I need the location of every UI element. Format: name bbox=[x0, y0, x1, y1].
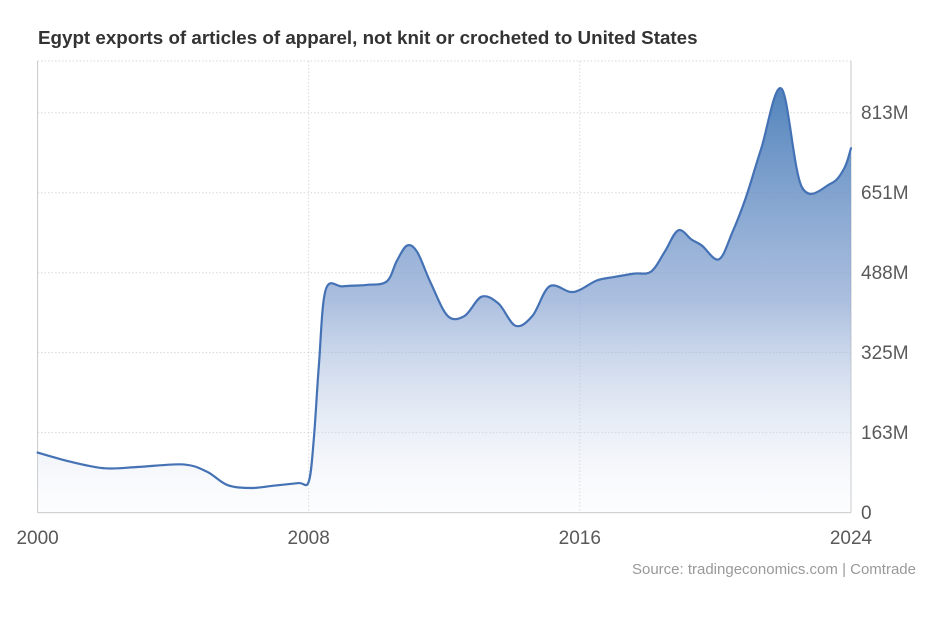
svg-text:2000: 2000 bbox=[16, 528, 58, 549]
svg-text:2008: 2008 bbox=[288, 528, 330, 549]
svg-text:813M: 813M bbox=[861, 103, 909, 124]
svg-text:651M: 651M bbox=[861, 183, 909, 204]
svg-text:2016: 2016 bbox=[559, 528, 601, 549]
svg-text:488M: 488M bbox=[861, 263, 909, 284]
svg-text:2024: 2024 bbox=[830, 528, 873, 549]
svg-text:163M: 163M bbox=[861, 423, 909, 444]
svg-text:325M: 325M bbox=[861, 343, 909, 364]
svg-text:0: 0 bbox=[861, 503, 872, 524]
